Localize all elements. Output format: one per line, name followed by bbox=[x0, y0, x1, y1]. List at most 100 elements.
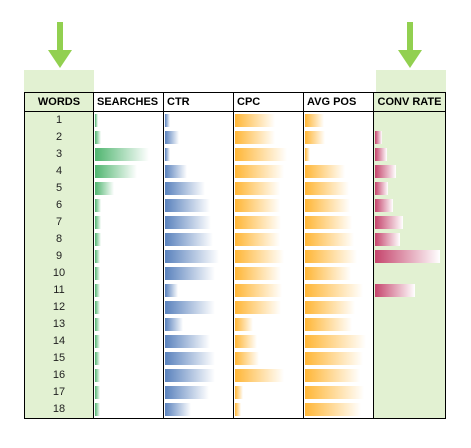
cpc-data-bar bbox=[235, 250, 284, 263]
conv-rate-cell bbox=[374, 231, 446, 248]
ctr-cell bbox=[164, 180, 234, 197]
searches-cell bbox=[94, 231, 164, 248]
cpc-cell bbox=[234, 129, 304, 146]
cpc-cell bbox=[234, 231, 304, 248]
searches-data-bar bbox=[95, 284, 100, 297]
cpc-data-bar bbox=[235, 335, 257, 348]
word-cell: 7 bbox=[24, 214, 94, 231]
cpc-data-bar bbox=[235, 352, 259, 365]
conv-rate-data-bar bbox=[375, 165, 396, 178]
ctr-cell bbox=[164, 112, 234, 129]
searches-data-bar bbox=[95, 131, 101, 144]
conv-rate-cell bbox=[374, 129, 446, 146]
avgpos-data-bar bbox=[305, 233, 354, 246]
avgpos-data-bar bbox=[305, 182, 349, 195]
word-cell: 8 bbox=[24, 231, 94, 248]
word-cell: 15 bbox=[24, 350, 94, 367]
ctr-cell bbox=[164, 299, 234, 316]
word-cell: 2 bbox=[24, 129, 94, 146]
ctr-cell bbox=[164, 231, 234, 248]
ctr-data-bar bbox=[165, 250, 219, 263]
ctr-data-bar bbox=[165, 216, 211, 229]
cpc-data-bar bbox=[235, 148, 287, 161]
conv-rate-data-bar bbox=[375, 216, 403, 229]
table-row: 12 bbox=[24, 299, 446, 316]
avgpos-data-bar bbox=[305, 148, 310, 161]
cpc-data-bar bbox=[235, 301, 281, 314]
searches-cell bbox=[94, 197, 164, 214]
words-arrow-icon bbox=[48, 22, 72, 68]
ctr-data-bar bbox=[165, 352, 215, 365]
searches-data-bar bbox=[95, 352, 100, 365]
avgpos-cell bbox=[304, 401, 374, 418]
avgpos-cell bbox=[304, 282, 374, 299]
header-cpc: CPC bbox=[234, 93, 304, 111]
conv-rate-data-bar bbox=[375, 250, 440, 263]
avgpos-data-bar bbox=[305, 114, 324, 127]
avgpos-data-bar bbox=[305, 318, 352, 331]
conv-rate-data-bar bbox=[375, 131, 382, 144]
ctr-cell bbox=[164, 384, 234, 401]
avgpos-cell bbox=[304, 248, 374, 265]
avgpos-cell bbox=[304, 367, 374, 384]
cpc-data-bar bbox=[235, 267, 281, 280]
searches-data-bar bbox=[95, 233, 101, 246]
cpc-data-bar bbox=[235, 284, 282, 297]
word-cell: 6 bbox=[24, 197, 94, 214]
cpc-data-bar bbox=[235, 182, 280, 195]
searches-data-bar bbox=[95, 165, 137, 178]
searches-data-bar bbox=[95, 114, 98, 127]
searches-cell bbox=[94, 282, 164, 299]
ctr-data-bar bbox=[165, 301, 215, 314]
ctr-cell bbox=[164, 401, 234, 418]
header-ctr: CTR bbox=[164, 93, 234, 111]
avgpos-cell bbox=[304, 384, 374, 401]
table-row: 15 bbox=[24, 350, 446, 367]
ctr-cell bbox=[164, 163, 234, 180]
table-row: 11 bbox=[24, 282, 446, 299]
word-cell: 9 bbox=[24, 248, 94, 265]
conv-rate-cell bbox=[374, 401, 446, 418]
avgpos-data-bar bbox=[305, 267, 351, 280]
cpc-data-bar bbox=[235, 369, 284, 382]
searches-cell bbox=[94, 350, 164, 367]
word-cell: 11 bbox=[24, 282, 94, 299]
avgpos-data-bar bbox=[305, 386, 364, 399]
ctr-data-bar bbox=[165, 267, 215, 280]
ctr-data-bar bbox=[165, 131, 179, 144]
avgpos-data-bar bbox=[305, 369, 360, 382]
cpc-data-bar bbox=[235, 318, 253, 331]
cpc-cell bbox=[234, 112, 304, 129]
table-row: 9 bbox=[24, 248, 446, 265]
searches-cell bbox=[94, 214, 164, 231]
words-highlight-block bbox=[24, 70, 94, 92]
ctr-data-bar bbox=[165, 182, 205, 195]
ctr-data-bar bbox=[165, 403, 191, 416]
cpc-data-bar bbox=[235, 403, 241, 416]
word-cell: 10 bbox=[24, 265, 94, 282]
word-cell: 5 bbox=[24, 180, 94, 197]
searches-cell bbox=[94, 299, 164, 316]
cpc-cell bbox=[234, 265, 304, 282]
avgpos-data-bar bbox=[305, 250, 357, 263]
header-searches: SEARCHES bbox=[94, 93, 164, 111]
ctr-data-bar bbox=[165, 233, 213, 246]
conv-rate-cell bbox=[374, 112, 446, 129]
cpc-data-bar bbox=[235, 131, 275, 144]
searches-data-bar bbox=[95, 148, 149, 161]
ctr-data-bar bbox=[165, 284, 178, 297]
word-cell: 18 bbox=[24, 401, 94, 418]
ctr-cell bbox=[164, 282, 234, 299]
conv-rate-cell bbox=[374, 316, 446, 333]
searches-cell bbox=[94, 163, 164, 180]
cpc-data-bar bbox=[235, 199, 280, 212]
ctr-cell bbox=[164, 248, 234, 265]
table-body: 1 2 3 4 5 6 7 8 9 10 11 12 13 14 15 16 17 18 bbox=[24, 112, 446, 419]
avgpos-data-bar bbox=[305, 352, 363, 365]
cpc-cell bbox=[234, 350, 304, 367]
searches-cell bbox=[94, 180, 164, 197]
avgpos-cell bbox=[304, 163, 374, 180]
searches-data-bar bbox=[95, 250, 100, 263]
avgpos-cell bbox=[304, 197, 374, 214]
header-words: WORDS bbox=[24, 93, 94, 111]
